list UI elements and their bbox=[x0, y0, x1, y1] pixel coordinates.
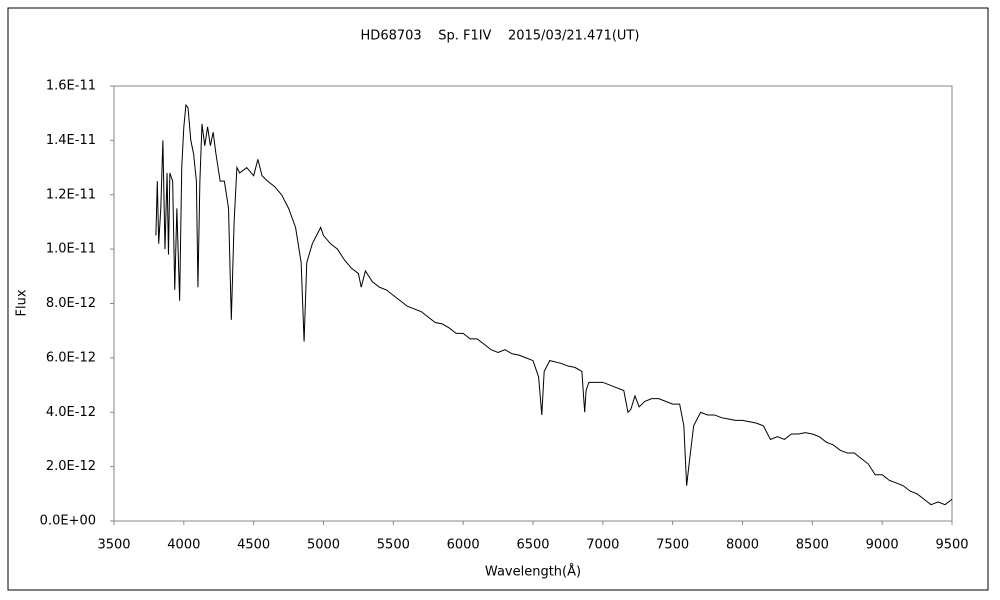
x-tick-label: 7500 bbox=[656, 538, 689, 553]
y-tick-label: 2.0E-12 bbox=[46, 459, 96, 474]
x-tick-label: 8500 bbox=[796, 538, 829, 553]
y-tick-label: 6.0E-12 bbox=[46, 350, 96, 365]
x-tick-label: 6500 bbox=[516, 538, 549, 553]
y-tick-label: 1.0E-11 bbox=[46, 242, 96, 257]
y-tick-label: 0.0E+00 bbox=[40, 514, 96, 529]
chart-title: HD68703 Sp. F1IV 2015/03/21.471(UT) bbox=[361, 29, 640, 44]
x-tick-label: 9000 bbox=[866, 538, 899, 553]
plot-area bbox=[113, 85, 953, 522]
x-tick-label: 6000 bbox=[447, 538, 480, 553]
y-tick-label: 1.2E-11 bbox=[46, 187, 96, 202]
x-axis-label: Wavelength(Å) bbox=[485, 564, 581, 580]
x-tick-label: 5500 bbox=[377, 538, 410, 553]
y-tick-label: 1.6E-11 bbox=[46, 79, 96, 94]
x-tick-label: 5000 bbox=[307, 538, 340, 553]
y-tick-label: 4.0E-12 bbox=[46, 405, 96, 420]
y-axis-label: Flux bbox=[15, 289, 30, 316]
x-tick-label: 8000 bbox=[726, 538, 759, 553]
x-tick-label: 4500 bbox=[237, 538, 270, 553]
spectrum-line bbox=[155, 103, 953, 506]
x-tick-label: 7000 bbox=[586, 538, 619, 553]
x-tick-label: 9500 bbox=[935, 538, 968, 553]
y-tick-label: 1.4E-11 bbox=[46, 133, 96, 148]
y-tick-label: 8.0E-12 bbox=[46, 296, 96, 311]
x-tick-label: 4000 bbox=[167, 538, 200, 553]
x-tick-label: 3500 bbox=[97, 538, 130, 553]
